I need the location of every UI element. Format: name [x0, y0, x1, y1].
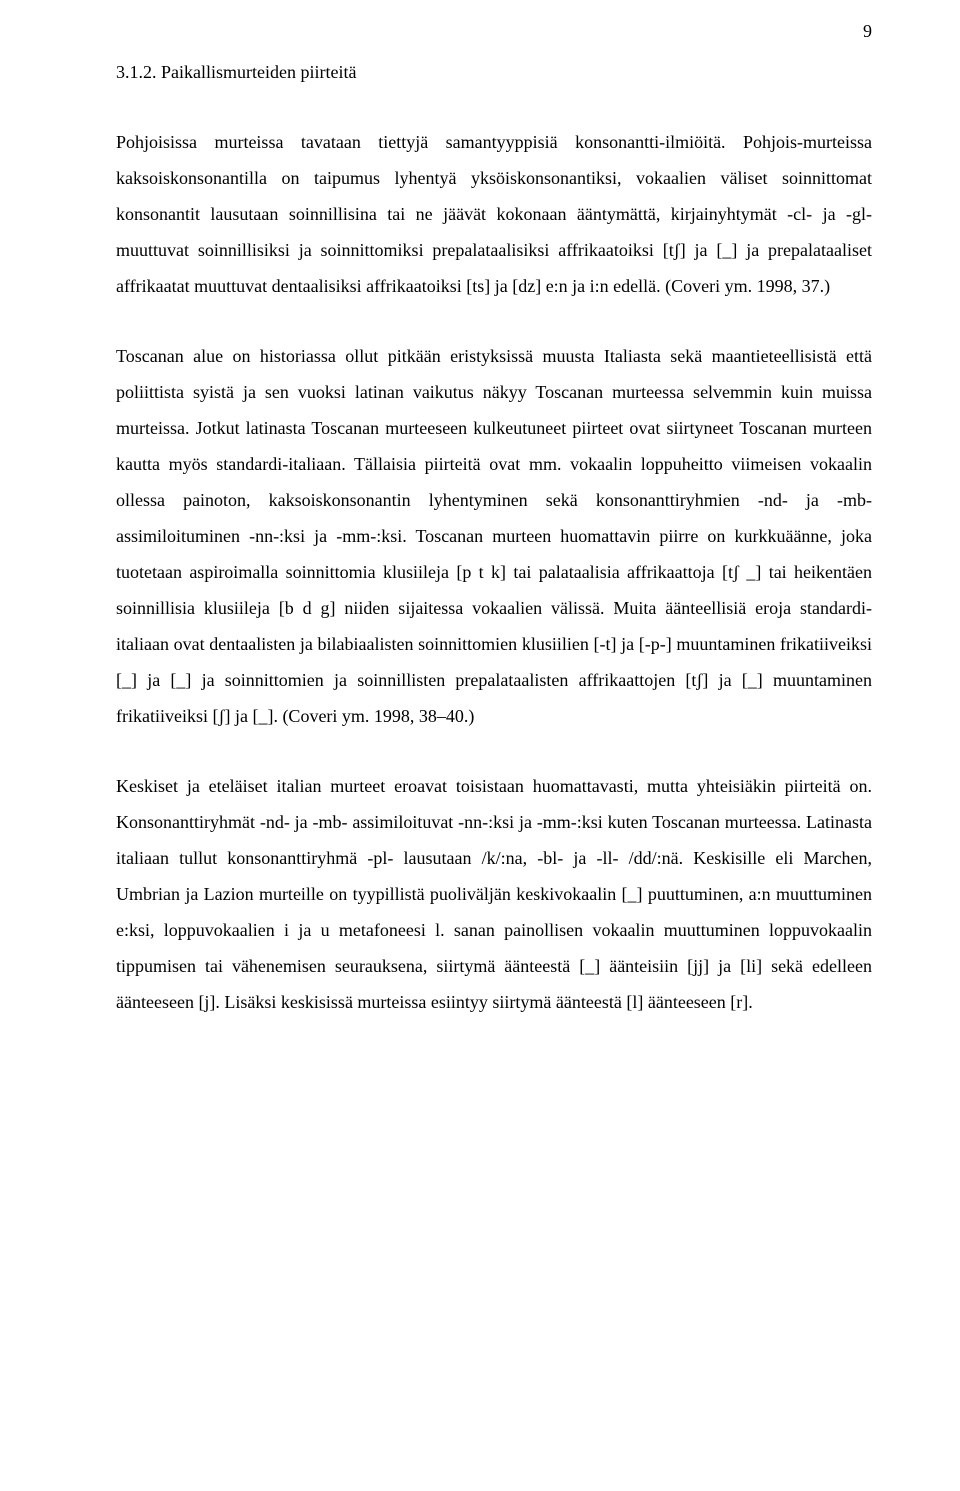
body-paragraph-2: Toscanan alue on historiassa ollut pitkä… [116, 338, 872, 734]
document-page: 9 3.1.2. Paikallismurteiden piirteitä Po… [0, 0, 960, 1491]
body-paragraph-3: Keskiset ja eteläiset italian murteet er… [116, 768, 872, 1020]
section-heading: 3.1.2. Paikallismurteiden piirteitä [116, 54, 872, 90]
page-number: 9 [863, 22, 872, 40]
body-paragraph-1: Pohjoisissa murteissa tavataan tiettyjä … [116, 124, 872, 304]
